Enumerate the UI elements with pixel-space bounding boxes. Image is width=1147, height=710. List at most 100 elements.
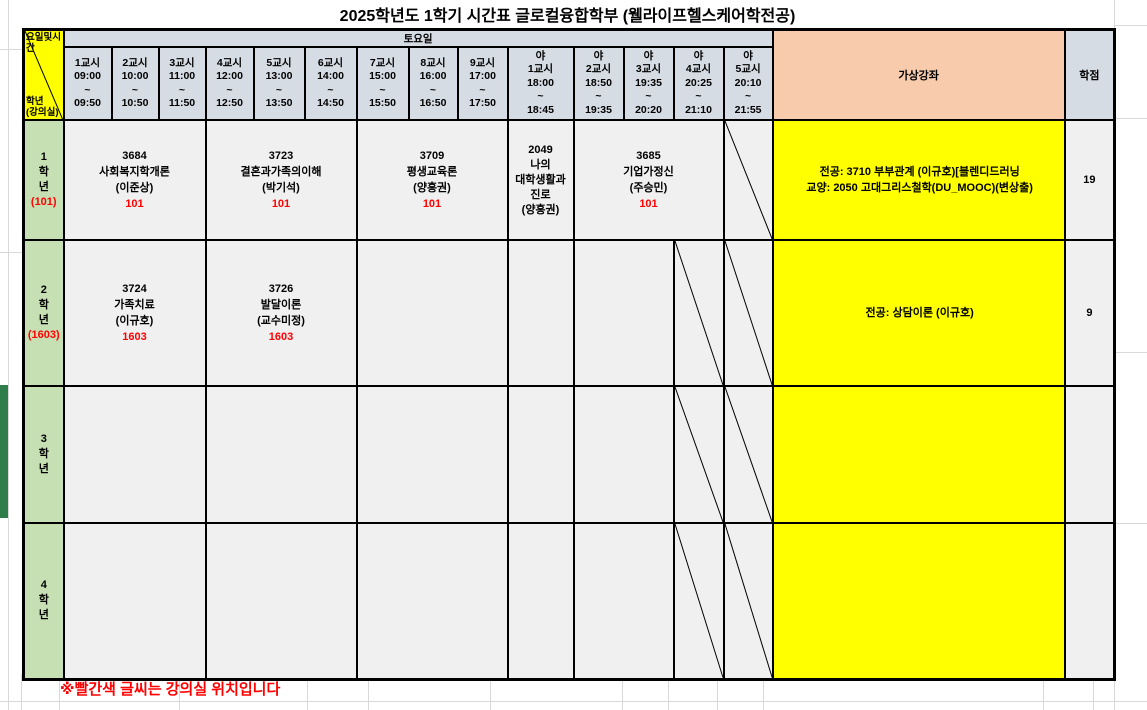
diagonal-cell[interactable] [722,239,774,387]
grade-cell-3[interactable]: 3 학 년 [22,385,65,524]
diagonal-line [675,524,723,678]
grade-room-label: (101) [30,196,57,208]
diagonal-cell[interactable] [722,522,774,680]
diagonal-cell[interactable] [672,385,725,524]
period-header-cell-night[interactable]: 야 5교시 20:10 ~ 21:55 [722,46,774,121]
timetable: 요일및시간 학년 (강의실) 토요일 가상강좌 학점 1교시 09:00 ~ 0… [22,28,1117,681]
course-cell[interactable]: 3685 기업가정신 (주승민) 101 [572,119,725,241]
gridline [1093,674,1094,710]
diagonal-line [675,241,723,385]
course-text: 3724 가족치료 (이규호) [114,283,155,327]
corner-day-label: 요일및시간 [26,32,61,54]
period-header-cell-night[interactable]: 야 3교시 19:35 ~ 20:20 [622,46,675,121]
empty-cell[interactable] [572,522,675,680]
course-text: 3723 결혼과가족의이해 (박기석) [240,150,322,194]
empty-cell[interactable] [62,385,207,524]
period-header-cell-night[interactable]: 야 1교시 18:00 ~ 18:45 [506,46,575,121]
day-header-cell[interactable]: 토요일 [62,28,774,48]
empty-cell[interactable] [506,522,575,680]
empty-cell[interactable] [204,385,358,524]
diagonal-line [725,524,772,678]
grade-room-label: (1603) [27,329,60,341]
corner-grade-label: 학년 (강의실) [26,96,59,118]
diagonal-line [725,387,772,522]
empty-cell[interactable] [204,522,358,680]
diagonal-cell[interactable] [722,119,774,241]
gridline [368,674,369,710]
footnote[interactable]: ※빨간색 글씨는 강의실 위치입니다 [60,680,281,698]
gridline [622,674,623,710]
course-text: 3726 발달이론 (교수미정) [257,283,305,327]
gridline [717,674,718,710]
virtual-course-cell[interactable] [771,385,1066,524]
diagonal-line [675,387,723,522]
credits-cell[interactable]: 19 [1063,119,1116,241]
empty-cell[interactable] [355,522,509,680]
period-header-cell-night[interactable]: 야 2교시 18:50 ~ 19:35 [572,46,625,121]
corner-cell[interactable]: 요일및시간 학년 (강의실) [22,28,65,121]
credits-header-cell[interactable]: 학점 [1063,28,1116,121]
course-cell[interactable]: 2049 나의 대학생활과 진로 (양흥권) [506,119,575,241]
gridline [490,674,491,710]
diagonal-cell[interactable] [672,239,725,387]
empty-cell[interactable] [572,385,675,524]
grade-cell-1[interactable]: 1 학 년 (101) [22,119,65,241]
course-cell[interactable]: 3709 평생교육론 (양흥권) 101 [355,119,509,241]
virtual-course-cell[interactable] [771,522,1066,680]
empty-cell[interactable] [355,385,509,524]
gridline [1114,25,1147,26]
period-header-cell[interactable]: 6교시 14:00 ~ 14:50 [303,46,358,121]
period-header-cell-night[interactable]: 야 4교시 20:25 ~ 21:10 [672,46,725,121]
credits-cell[interactable]: 9 [1063,239,1116,387]
course-text: 3685 기업가정신 (주승민) [623,150,674,194]
gridline [1114,523,1147,524]
empty-cell[interactable] [62,522,207,680]
left-green-strip [0,385,8,518]
empty-cell[interactable] [355,239,509,387]
course-cell[interactable]: 3723 결혼과가족의이해 (박기석) 101 [204,119,358,241]
course-cell[interactable]: 3726 발달이론 (교수미정) 1603 [204,239,358,387]
period-header-cell[interactable]: 3교시 11:00 ~ 11:50 [157,46,207,121]
empty-cell[interactable] [506,239,575,387]
period-header-cell[interactable]: 4교시 12:00 ~ 12:50 [204,46,255,121]
empty-cell[interactable] [572,239,675,387]
gridline [668,674,669,710]
empty-cell[interactable] [506,385,575,524]
gridline [8,0,9,710]
diagonal-cell[interactable] [722,385,774,524]
period-header-cell[interactable]: 8교시 16:00 ~ 16:50 [407,46,459,121]
room-label: 101 [125,198,144,210]
diagonal-cell[interactable] [672,522,725,680]
period-header-cell[interactable]: 9교시 17:00 ~ 17:50 [456,46,509,121]
grade-cell-4[interactable]: 4 학 년 [22,522,65,680]
diagonal-line [725,121,772,239]
gridline [1114,118,1147,119]
course-cell[interactable]: 3684 사회복지학개론 (이준상) 101 [62,119,207,241]
period-header-cell[interactable]: 2교시 10:00 ~ 10:50 [110,46,160,121]
gridline [21,674,22,710]
virtual-course-cell[interactable]: 전공: 3710 부부관계 (이규호)[블렌디드러닝 교양: 2050 고대그리… [771,119,1066,241]
period-header-cell[interactable]: 5교시 13:00 ~ 13:50 [252,46,306,121]
credits-cell[interactable] [1063,522,1116,680]
grade-label: 4 학 년 [38,579,49,622]
room-label: 1603 [122,331,147,343]
diagonal-line [25,31,63,119]
room-label: 1603 [268,331,294,343]
gridline [59,674,60,710]
period-header-cell[interactable]: 1교시 09:00 ~ 09:50 [62,46,113,121]
sheet-title[interactable]: 2025학년도 1학기 시간표 글로컬융합학부 (웰라이프헬스케어학전공) [339,8,796,25]
credits-cell[interactable] [1063,385,1116,524]
room-label: 101 [639,198,658,210]
course-cell[interactable]: 3724 가족치료 (이규호) 1603 [62,239,207,387]
grade-label: 3 학 년 [38,433,49,475]
virtual-course-cell[interactable]: 전공: 상담이론 (이규호) [771,239,1066,387]
grade-cell-2[interactable]: 2 학 년 (1603) [22,239,65,387]
period-header-cell[interactable]: 7교시 15:00 ~ 15:50 [355,46,410,121]
grade-label: 1 학 년 [38,151,49,193]
gridline [0,49,22,50]
gridline [0,252,22,253]
grade-label: 2 학 년 [38,284,49,326]
virtual-header-cell[interactable]: 가상강좌 [771,28,1066,121]
room-label: 101 [422,198,442,210]
